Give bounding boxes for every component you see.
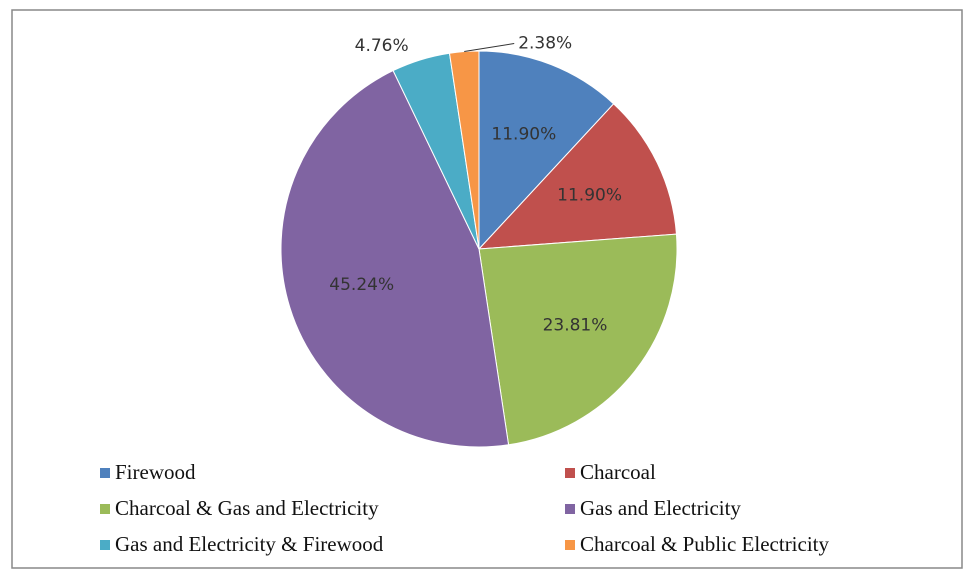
legend-label: Gas and Electricity & Firewood (115, 532, 384, 556)
data-label: 11.90% (557, 186, 622, 206)
data-label: 2.38% (518, 34, 572, 54)
legend-swatch (100, 540, 110, 550)
legend-swatch (565, 504, 575, 514)
legend-label: Gas and Electricity (580, 496, 741, 520)
data-label: 11.90% (491, 125, 556, 145)
legend-label: Charcoal & Gas and Electricity (115, 496, 379, 520)
data-label: 4.76% (355, 36, 409, 56)
leader-line (464, 43, 515, 53)
data-label: 45.24% (329, 275, 394, 295)
legend-label: Charcoal (580, 460, 656, 484)
legend-swatch (565, 540, 575, 550)
data-label: 23.81% (543, 316, 608, 336)
pie-slice (448, 50, 480, 250)
pie-slice (477, 103, 677, 250)
legend-swatch (100, 468, 110, 478)
legend-label: Firewood (115, 460, 196, 484)
pie-slice (478, 233, 678, 446)
pie-slice (280, 69, 510, 448)
legend-swatch (100, 504, 110, 514)
legend-label: Charcoal & Public Electricity (580, 532, 830, 556)
pie-slice (478, 50, 615, 251)
legend-swatch (565, 468, 575, 478)
